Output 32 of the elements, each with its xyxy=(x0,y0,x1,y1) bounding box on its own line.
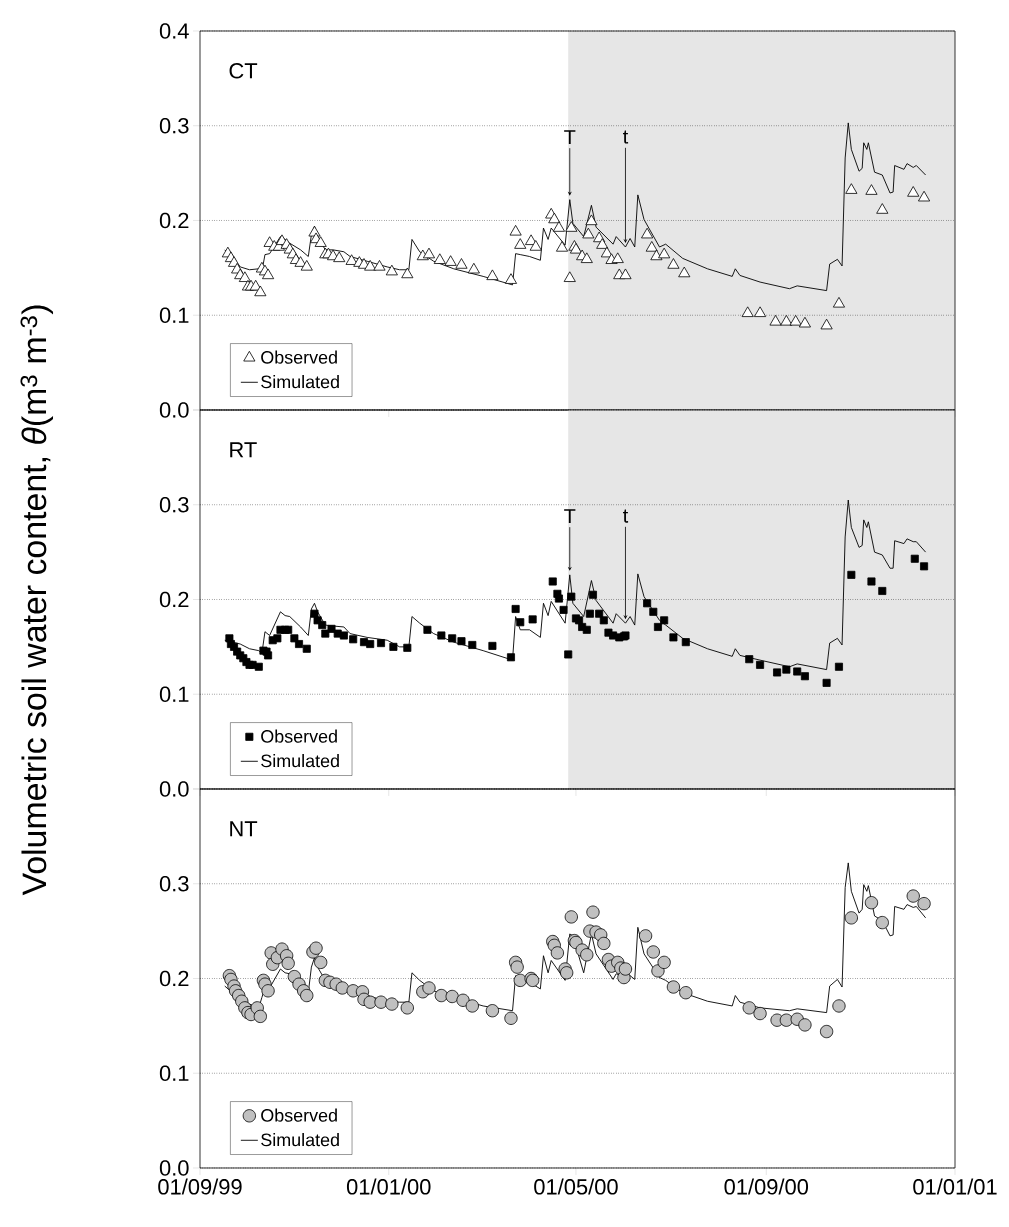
y-tick-label: 0.0 xyxy=(159,1160,189,1176)
x-tick-label: 01/01/01 xyxy=(913,1178,997,1195)
annotation: T xyxy=(564,130,576,144)
annotation: t xyxy=(622,509,629,523)
text: CT xyxy=(229,63,258,79)
y-tick-label: 0.0 xyxy=(159,402,189,418)
text: RT xyxy=(230,442,257,458)
legend-label: Observed xyxy=(261,350,337,364)
y-tick-label: 0.4 xyxy=(159,23,189,39)
x-tick-label: 01/09/99 xyxy=(158,1178,242,1195)
x-tick-label: 01/05/00 xyxy=(534,1178,618,1195)
legend-label: Simulated xyxy=(261,1133,339,1147)
y-tick-label: 0.1 xyxy=(159,686,189,702)
legend-label: Observed xyxy=(261,729,337,743)
text: NT xyxy=(230,821,258,837)
x-tick-label: 01/09/00 xyxy=(724,1178,809,1195)
legend-label: Observed xyxy=(261,1108,337,1122)
y-tick-label: 0.1 xyxy=(159,1065,189,1081)
legend-label: Simulated xyxy=(261,754,339,768)
annotation: t xyxy=(622,130,629,144)
legend-label: Simulated xyxy=(261,375,339,389)
y-axis-title: Volumetric soil water content, θ(m$^{3}$ m$^{-3}$) xyxy=(20,305,54,896)
y-tick-label: 0.2 xyxy=(159,970,189,987)
annotation: T xyxy=(564,509,576,523)
y-tick-label: 0.3 xyxy=(159,496,189,513)
y-tick-label: 0.1 xyxy=(159,307,189,323)
x-tick-label: 01/01/00 xyxy=(346,1178,431,1195)
y-tick-label: 0.2 xyxy=(159,212,189,229)
y-tick-label: 0.2 xyxy=(159,591,189,608)
y-tick-label: 0.3 xyxy=(159,117,189,134)
y-tick-label: 0.3 xyxy=(159,875,189,892)
y-tick-label: 0.0 xyxy=(159,781,189,797)
